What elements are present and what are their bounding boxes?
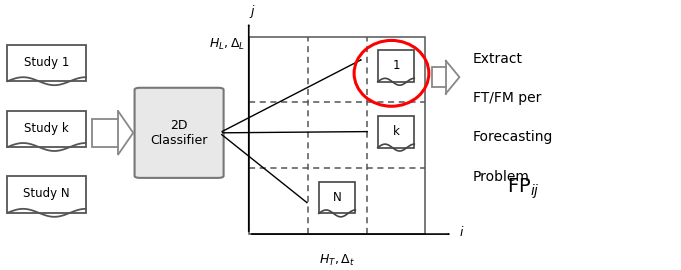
Bar	[93, 119, 118, 147]
Text: Extract: Extract	[473, 52, 523, 66]
Text: N: N	[333, 191, 341, 204]
Text: Study 1: Study 1	[24, 56, 69, 69]
Bar	[249, 37, 426, 234]
Text: Study k: Study k	[25, 122, 69, 135]
FancyBboxPatch shape	[7, 45, 86, 81]
Bar	[432, 67, 446, 87]
Text: $\mathrm{FP}_{ij}$: $\mathrm{FP}_{ij}$	[507, 176, 540, 201]
Text: $i$: $i$	[460, 225, 465, 239]
Text: Forecasting: Forecasting	[473, 130, 554, 144]
Text: Problem: Problem	[473, 170, 530, 184]
Text: 2D
Classifier: 2D Classifier	[151, 119, 208, 147]
FancyBboxPatch shape	[378, 50, 414, 82]
Text: FT/FM per: FT/FM per	[473, 91, 541, 105]
Text: $j$: $j$	[249, 3, 255, 20]
FancyBboxPatch shape	[319, 182, 355, 213]
FancyBboxPatch shape	[135, 88, 223, 178]
Text: 1: 1	[392, 59, 400, 72]
Text: $H_L, \Delta_L$: $H_L, \Delta_L$	[209, 37, 245, 52]
FancyBboxPatch shape	[7, 177, 86, 213]
Text: k: k	[392, 125, 400, 138]
Text: $H_T, \Delta_t$: $H_T, \Delta_t$	[319, 253, 355, 268]
Text: Study N: Study N	[23, 187, 70, 200]
FancyBboxPatch shape	[7, 111, 86, 147]
FancyBboxPatch shape	[378, 116, 414, 148]
